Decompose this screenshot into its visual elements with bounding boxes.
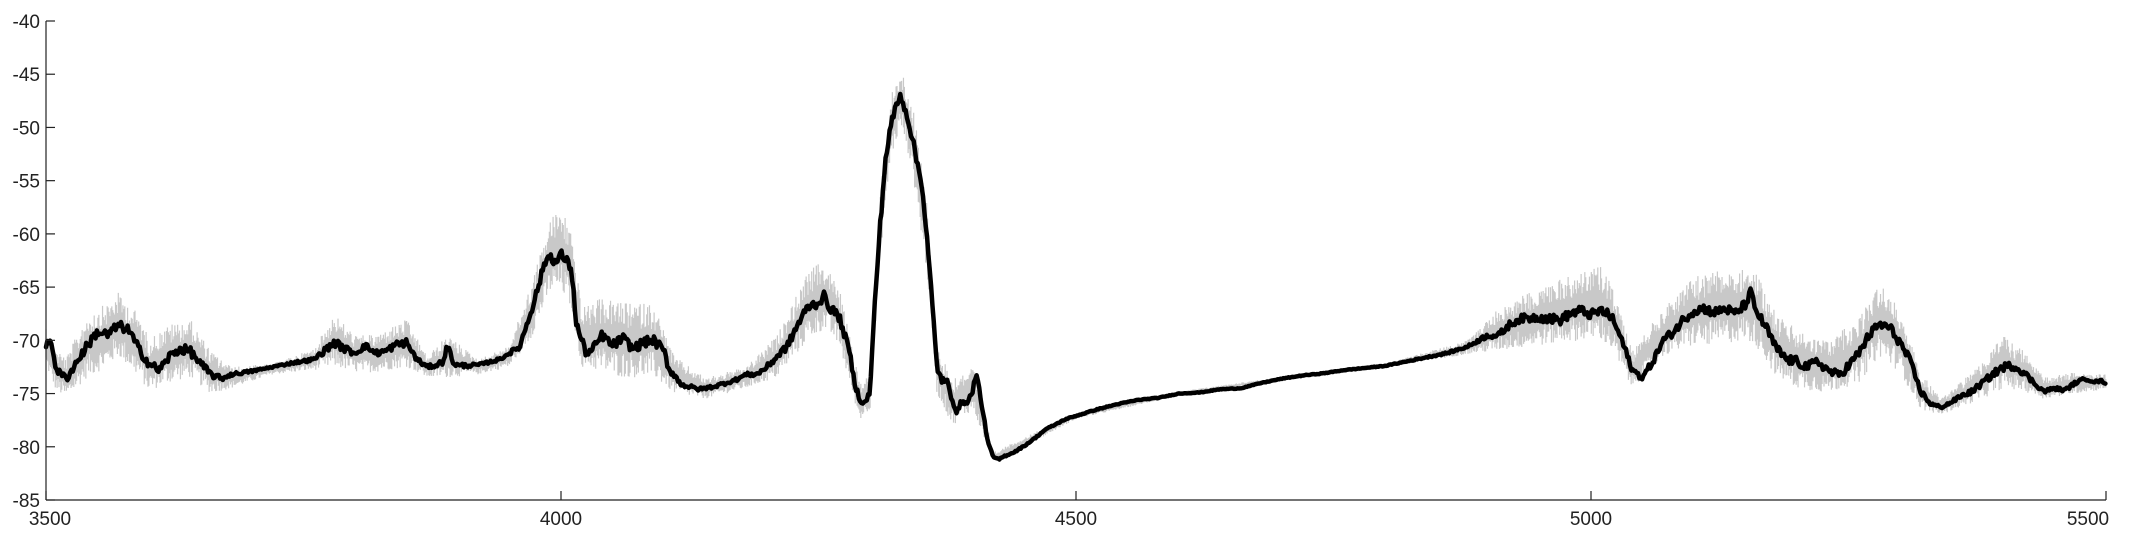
x-tick-label: 3500 — [29, 509, 71, 530]
y-tick-label: -45 — [13, 65, 40, 86]
y-tick-label: -65 — [13, 278, 40, 299]
y-tick-label: -40 — [13, 12, 40, 33]
y-tick-label: -55 — [13, 172, 40, 193]
y-tick-label: -70 — [13, 331, 40, 352]
y-tick-label: -60 — [13, 225, 40, 246]
band-jitter — [45, 77, 2107, 460]
y-tick-label: -80 — [13, 438, 40, 459]
x-tick-label: 5000 — [1570, 509, 1612, 530]
y-tick-label: -85 — [13, 491, 40, 512]
x-tick-label: 4500 — [1055, 509, 1097, 530]
mean-signal-line — [43, 91, 2108, 462]
y-tick-label: -50 — [13, 118, 40, 139]
y-tick-label: -75 — [13, 385, 40, 406]
x-axis-ticks: 3500 4000 4500 5000 5500 — [29, 491, 2109, 530]
variability-band — [45, 77, 2107, 460]
x-tick-label: 5500 — [2067, 509, 2109, 530]
x-tick-label: 4000 — [540, 509, 582, 530]
y-axis-ticks: -40 -45 -50 -55 -60 -65 -70 -75 -80 -85 — [13, 12, 55, 512]
